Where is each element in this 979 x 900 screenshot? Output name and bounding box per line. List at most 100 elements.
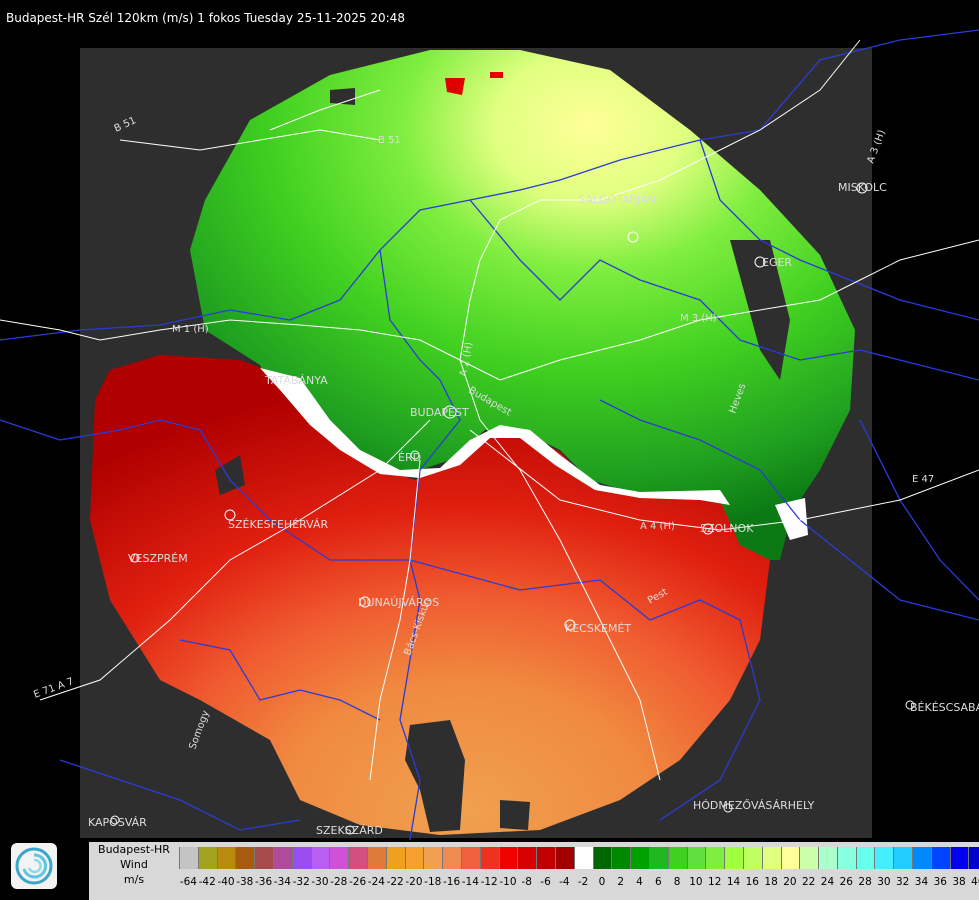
road-label: M 3 (H) <box>680 313 717 324</box>
legend-tick-label: -4 <box>559 876 570 888</box>
legend-swatch <box>630 847 649 869</box>
city-label: MISKOLC <box>838 181 887 194</box>
legend-tick-label: 22 <box>802 876 816 888</box>
legend-tick-label: 0 <box>598 876 606 888</box>
legend-tick-label: 36 <box>933 876 947 888</box>
legend-swatch <box>667 847 687 869</box>
met-service-logo <box>11 843 57 889</box>
legend-swatch <box>404 847 424 869</box>
legend-swatch <box>366 847 386 869</box>
legend-tick-label: -28 <box>330 876 348 888</box>
legend-label: Budapest-HR <box>98 843 170 856</box>
legend-tick-label: -6 <box>540 876 551 888</box>
legend-tick-label: -26 <box>348 876 367 888</box>
no-echo-patch <box>500 800 530 830</box>
legend-swatch <box>197 847 217 869</box>
road-label: A 4 (H) <box>640 521 675 532</box>
legend-swatch <box>705 847 725 869</box>
legend-swatch <box>385 847 405 869</box>
legend-swatch <box>893 847 913 869</box>
legend-swatch <box>235 847 255 869</box>
legend-swatch <box>498 847 518 869</box>
legend-swatch <box>423 847 443 869</box>
legend-tick-label: -18 <box>424 876 442 888</box>
legend-swatch <box>874 847 894 869</box>
legend-tick-label: 28 <box>858 876 872 888</box>
city-label: DUNAÚJVÁROS <box>358 596 439 609</box>
legend-tick-label: 10 <box>689 876 703 888</box>
legend-swatch <box>799 847 819 869</box>
legend-swatch <box>291 847 311 869</box>
hot-spot <box>445 78 465 95</box>
city-label: ÉRD <box>398 451 421 464</box>
legend-swatch <box>460 847 480 869</box>
legend-swatch <box>761 847 781 869</box>
city-label: BUDAPEST <box>410 406 469 419</box>
legend-swatch <box>930 847 950 869</box>
legend-label: Wind <box>120 858 148 871</box>
legend-swatch <box>216 847 236 869</box>
legend-swatch <box>272 847 292 869</box>
radar-echo-south <box>90 355 770 835</box>
legend-swatch <box>836 847 856 869</box>
legend-tick-label: -32 <box>292 876 310 888</box>
legend-swatch <box>329 847 349 869</box>
legend-swatch <box>742 847 762 869</box>
city-label: SZOLNOK <box>700 522 754 535</box>
legend-swatch <box>536 847 555 869</box>
legend-tick-label: 30 <box>877 876 891 888</box>
legend-tick-label: -30 <box>311 876 329 888</box>
no-echo-patch <box>405 720 465 832</box>
city-label: KAPOSVÁR <box>88 816 147 829</box>
legend-tick-label: 8 <box>673 876 681 888</box>
map-title: Budapest-HR Szél 120km (m/s) 1 fokos Tue… <box>6 11 405 25</box>
legend-tick-label: -24 <box>367 876 385 888</box>
city-label: EGER <box>762 256 792 269</box>
zero-wind-line <box>260 368 730 505</box>
legend-tick-label: 24 <box>820 876 835 888</box>
hot-spot <box>490 72 503 78</box>
legend-swatch <box>310 847 330 869</box>
legend-swatch <box>573 847 593 869</box>
legend-swatch <box>912 847 931 869</box>
legend-tick-label: -12 <box>480 876 498 888</box>
legend-tick-label: -16 <box>442 876 461 888</box>
legend-tick-label: -34 <box>273 876 291 888</box>
legend-tick-label: 16 <box>745 876 759 888</box>
legend-swatch <box>818 847 837 869</box>
roads <box>0 39 979 781</box>
legend-label: m/s <box>123 873 145 886</box>
legend-tick-label: -2 <box>577 876 589 888</box>
legend-tick-label: 32 <box>895 876 910 888</box>
road-label: M 1 (H) <box>172 324 209 335</box>
legend-tick-label: -20 <box>405 876 423 888</box>
legend-swatch <box>254 847 273 869</box>
legend-title: Budapest-HR Wind m/s <box>89 842 179 900</box>
legend-swatch <box>554 847 574 869</box>
road-label: E 47 <box>912 474 934 485</box>
legend-swatch <box>855 847 875 869</box>
legend-tick-label: -14 <box>461 876 479 888</box>
legend-swatch <box>348 847 367 869</box>
legend-tick-label: -10 <box>499 876 517 888</box>
legend-tick-label: -22 <box>386 876 404 888</box>
legend-tick-label: 40 <box>971 876 979 888</box>
no-echo-patch <box>215 455 245 495</box>
legend-tick-label: -8 <box>521 876 532 888</box>
legend-swatch <box>648 847 668 869</box>
legend-tick-label: 6 <box>654 876 662 888</box>
radar-echo-north <box>190 50 855 560</box>
legend-swatch <box>968 847 979 869</box>
legend-swatch <box>592 847 612 869</box>
legend-tick-label: 34 <box>914 876 929 888</box>
legend-swatch <box>949 847 969 869</box>
legend-ticks: -64 -42 -40 -38 -36 -34 -32 -30 -28 -26 -24 -22 -20-… <box>179 876 979 892</box>
legend-tick-label: -42 <box>198 876 216 888</box>
legend-tick-label: 26 <box>839 876 853 888</box>
wind-legend: Budapest-HR Wind m/s -64 -42 -40 -38 -36 -34-… <box>89 842 979 900</box>
city-markers <box>110 182 915 835</box>
city-label: SZÉKESFEHÉRVÁR <box>228 518 329 531</box>
legend-swatch <box>686 847 706 869</box>
city-label: HÓDMEZŐVÁSÁRHELY <box>693 798 815 812</box>
